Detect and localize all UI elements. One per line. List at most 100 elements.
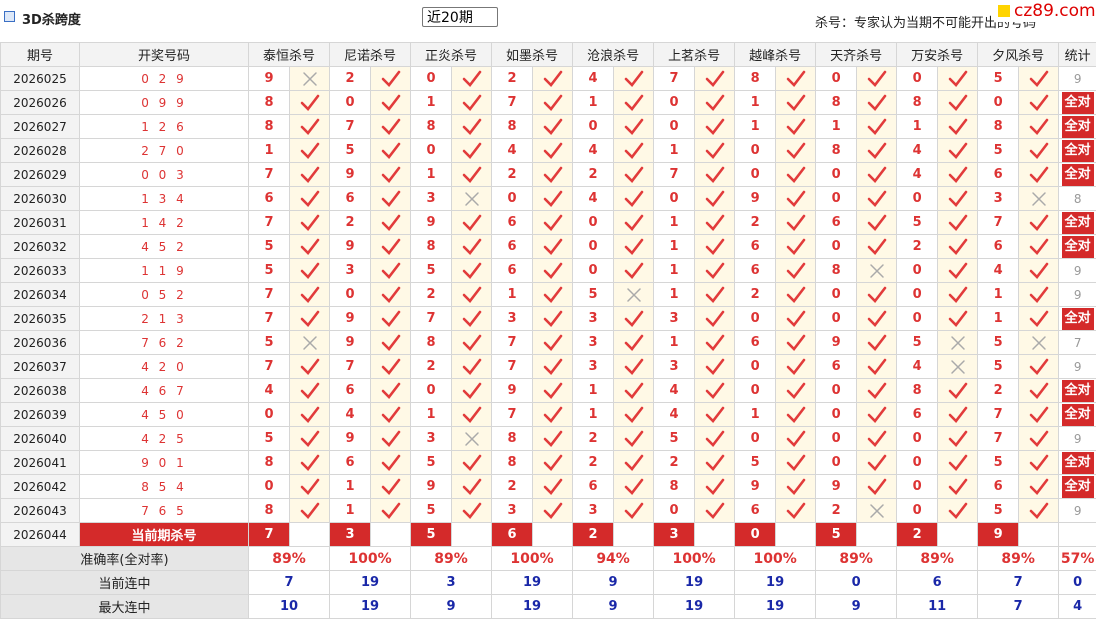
- check-icon: [381, 142, 401, 160]
- kill-number: 3: [411, 187, 452, 211]
- hit-mark: [938, 427, 978, 451]
- kill-number: 0: [897, 67, 938, 91]
- hit-mark: [1019, 235, 1059, 259]
- empty-cell: [1059, 523, 1096, 547]
- check-icon: [543, 430, 563, 448]
- kill-number: 4: [492, 139, 533, 163]
- kill-number: 9: [492, 379, 533, 403]
- period-select[interactable]: 近20期: [422, 7, 498, 27]
- kill-number: 1: [411, 403, 452, 427]
- draw-number: 4 6 7: [80, 379, 249, 403]
- kill-number: 3: [411, 427, 452, 451]
- kill-number: 0: [735, 355, 776, 379]
- check-icon: [462, 238, 482, 256]
- max-streak-value: 7: [978, 595, 1059, 619]
- kill-number: 8: [816, 139, 857, 163]
- kill-number: 7: [978, 427, 1019, 451]
- check-icon: [462, 166, 482, 184]
- kill-number: 1: [735, 403, 776, 427]
- draw-number: 0 0 3: [80, 163, 249, 187]
- kill-number: 0: [816, 307, 857, 331]
- watermark: cz89.com: [994, 0, 1096, 22]
- hit-mark: [533, 235, 573, 259]
- column-header: 上茗杀号: [654, 43, 735, 67]
- check-icon: [381, 406, 401, 424]
- kill-number: 0: [330, 91, 371, 115]
- kill-number: 5: [411, 499, 452, 523]
- check-icon: [381, 214, 401, 232]
- check-icon: [705, 358, 725, 376]
- check-icon: [867, 142, 887, 160]
- kill-number: 1: [978, 283, 1019, 307]
- check-icon: [381, 358, 401, 376]
- check-icon: [1029, 478, 1049, 496]
- current-streak-value: 3: [411, 571, 492, 595]
- check-icon: [381, 310, 401, 328]
- hit-mark: [1019, 259, 1059, 283]
- kill-number: 0: [654, 91, 695, 115]
- kill-number: 5: [249, 235, 290, 259]
- kill-number: 6: [816, 355, 857, 379]
- title-icon: [4, 11, 15, 22]
- issue: 2026036: [1, 331, 80, 355]
- hit-mark: [614, 115, 654, 139]
- hit-mark: [290, 307, 330, 331]
- hit-mark: [776, 331, 816, 355]
- hit-mark: [614, 259, 654, 283]
- check-icon: [948, 214, 968, 232]
- check-icon: [948, 502, 968, 520]
- accuracy-value: 100%: [330, 547, 411, 571]
- check-icon: [786, 502, 806, 520]
- kill-number: 6: [978, 475, 1019, 499]
- max-streak-value: 9: [816, 595, 897, 619]
- check-icon: [381, 430, 401, 448]
- check-icon: [543, 310, 563, 328]
- check-icon: [1029, 406, 1049, 424]
- draw-number: 1 1 9: [80, 259, 249, 283]
- check-icon: [705, 214, 725, 232]
- kill-number: 2: [654, 451, 695, 475]
- check-icon: [543, 190, 563, 208]
- stat-value: 9: [1074, 288, 1082, 302]
- kill-number: 2: [330, 67, 371, 91]
- hit-mark: [1019, 283, 1059, 307]
- hit-mark: [452, 307, 492, 331]
- hit-mark: [938, 163, 978, 187]
- current-kill: 3: [330, 523, 371, 547]
- kill-number: 6: [492, 259, 533, 283]
- hit-mark: [695, 187, 735, 211]
- kill-number: 6: [735, 259, 776, 283]
- hit-mark: [533, 307, 573, 331]
- stat-value: 全对: [1062, 212, 1094, 234]
- kill-number: 0: [735, 379, 776, 403]
- check-icon: [624, 310, 644, 328]
- kill-number: 7: [249, 163, 290, 187]
- check-icon: [786, 214, 806, 232]
- kill-number: 1: [654, 235, 695, 259]
- hit-mark: [857, 235, 897, 259]
- hit-mark: [938, 211, 978, 235]
- kill-number: 9: [735, 475, 776, 499]
- check-icon: [543, 382, 563, 400]
- check-icon: [1029, 454, 1049, 472]
- draw-number: 2 1 3: [80, 307, 249, 331]
- hit-mark: [290, 475, 330, 499]
- hit-mark: [452, 283, 492, 307]
- kill-number: 4: [654, 379, 695, 403]
- stat-value: 全对: [1062, 164, 1094, 186]
- check-icon: [381, 70, 401, 88]
- kill-number: 0: [816, 235, 857, 259]
- hit-mark: [776, 187, 816, 211]
- kill-number: 2: [573, 451, 614, 475]
- kill-number: 0: [573, 259, 614, 283]
- hit-mark: [371, 451, 411, 475]
- hit-mark: [695, 427, 735, 451]
- cross-icon: [1029, 334, 1049, 352]
- check-icon: [867, 454, 887, 472]
- kill-number: 6: [735, 235, 776, 259]
- cross-icon: [462, 430, 482, 448]
- kill-table: 期号开奖号码泰恒杀号尼诺杀号正炎杀号如墨杀号沧浪杀号上茗杀号越峰杀号天齐杀号万安…: [0, 42, 1096, 619]
- check-icon: [867, 94, 887, 112]
- hit-mark: [533, 67, 573, 91]
